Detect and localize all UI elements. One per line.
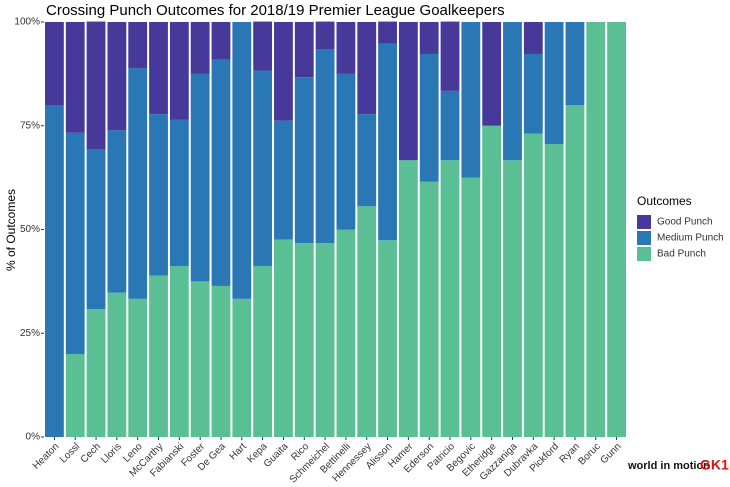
bar-segment <box>107 22 127 131</box>
bar-segment <box>232 298 252 437</box>
bar-segment <box>128 68 148 299</box>
bar-segment <box>357 22 377 115</box>
bar-segment <box>232 22 252 299</box>
bar-segment <box>65 132 85 354</box>
bar-segment <box>544 144 564 437</box>
chart-title: Crossing Punch Outcomes for 2018/19 Prem… <box>46 2 505 19</box>
bar-segment <box>86 149 106 310</box>
y-tick-label: 50% <box>20 224 40 235</box>
bar-segment <box>169 22 189 120</box>
legend-swatch <box>637 247 651 261</box>
bar-segment <box>336 22 356 74</box>
bar-segment <box>357 114 377 207</box>
y-tick-label: 0% <box>26 432 41 443</box>
bar-segment <box>398 22 418 161</box>
bar-segment <box>315 21 335 50</box>
bar-segment <box>586 22 606 437</box>
bar-segment <box>440 90 460 161</box>
bar-segment <box>461 22 481 178</box>
bar-segment <box>503 22 522 161</box>
bar-segment <box>419 22 439 54</box>
bar-segment <box>211 285 231 437</box>
legend-label: Bad Punch <box>657 249 706 260</box>
bar-segment <box>65 22 85 133</box>
legend-label: Good Punch <box>657 217 713 228</box>
bar-segment <box>190 281 210 437</box>
bar-segment <box>461 177 481 437</box>
bar-segment <box>440 160 460 437</box>
bar-segment <box>45 22 64 105</box>
x-tick-label: Cech <box>79 441 103 465</box>
legend-swatch <box>637 215 651 229</box>
legend-title: Outcomes <box>637 194 692 208</box>
legend-swatch <box>637 231 651 245</box>
bar-segment <box>482 125 502 437</box>
bar-segment <box>419 181 439 437</box>
bar-segment <box>544 22 564 145</box>
bar-segment <box>503 160 522 437</box>
logo-text: world in motion <box>627 460 710 472</box>
x-tick-label: Lossl <box>58 441 82 465</box>
bar-segment <box>315 243 335 437</box>
bar-segment <box>211 22 231 60</box>
bar-segment <box>253 70 273 267</box>
bar-segment <box>419 53 439 182</box>
bar-segment <box>253 21 273 71</box>
logo-badge: GK1 <box>700 457 729 473</box>
bar-segment <box>482 22 502 126</box>
bar-segment <box>294 243 314 437</box>
bar-segment <box>523 22 543 54</box>
bar-segment <box>149 275 168 437</box>
bar-segment <box>190 73 210 282</box>
bar-segment <box>128 298 148 437</box>
bar-segment <box>294 22 314 78</box>
bar-segment <box>65 354 85 437</box>
bar-segment <box>523 133 543 437</box>
bar-segment <box>86 21 106 150</box>
bar-segment <box>398 160 418 437</box>
y-tick-label: 75% <box>20 120 40 131</box>
bar-segment <box>169 266 189 437</box>
bar-segment <box>169 119 189 267</box>
bar-segment <box>274 22 293 121</box>
bar-segment <box>336 73 356 230</box>
bar-segment <box>378 43 397 241</box>
bar-segment <box>607 22 626 437</box>
bar-segment <box>440 21 460 91</box>
x-tick-label: Guaita <box>262 441 291 470</box>
x-tick-label: Boruc <box>577 441 603 467</box>
bar-segment <box>294 77 314 244</box>
bar-segment <box>45 105 64 437</box>
bar-segment <box>190 22 210 74</box>
y-tick-label: 100% <box>14 17 40 28</box>
x-tick-label: Lloris <box>99 441 124 466</box>
bar-segment <box>107 130 127 293</box>
y-tick-label: 25% <box>20 328 40 339</box>
bar-segment <box>357 206 377 437</box>
bar-segment <box>149 22 168 115</box>
bar-segment <box>86 309 106 437</box>
x-tick-label: Gunn <box>598 441 623 466</box>
bar-segment <box>378 21 397 44</box>
bar-segment <box>107 292 127 437</box>
bar-segment <box>274 120 293 240</box>
y-axis-title: % of Outcomes <box>4 189 18 271</box>
bar-segment <box>253 266 273 437</box>
bar-segment <box>315 49 335 244</box>
bar-segment <box>336 229 356 437</box>
bar-segment <box>565 22 585 105</box>
bar-segment <box>211 59 231 286</box>
bar-segment <box>149 114 168 276</box>
bar-segment <box>128 22 148 69</box>
x-tick-label: Heaton <box>31 441 62 472</box>
bar-segment <box>523 53 543 134</box>
bar-segment <box>378 240 397 437</box>
bar-segment <box>565 105 585 437</box>
bar-segment <box>274 239 293 437</box>
legend-label: Medium Punch <box>657 233 724 244</box>
